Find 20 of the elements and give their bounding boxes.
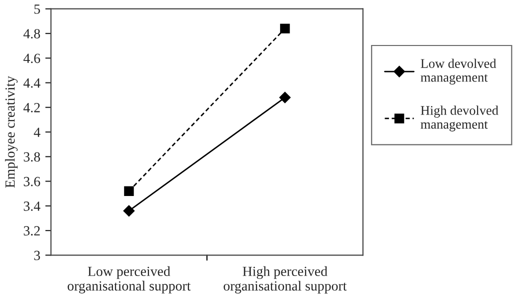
legend-label: Low devolved management: [420, 58, 496, 84]
point: [124, 186, 134, 196]
y-tick-label: 5: [34, 4, 40, 14]
y-tick-label: 3.2: [24, 226, 40, 236]
y-tick-label: 3.8: [24, 152, 40, 162]
point: [280, 24, 290, 34]
y-tick-label: 4.6: [23, 54, 40, 64]
y-tick-label: 4.2: [23, 103, 40, 112]
y-tick-label: 4.8: [23, 29, 40, 38]
legend-label: High devolved management: [420, 106, 498, 132]
point: [123, 205, 135, 216]
y-tick-label: 3: [34, 250, 40, 260]
x-tick-label: High perceived organisational support: [224, 266, 347, 294]
y-tick-label: 3.4: [24, 202, 40, 211]
x-tick-label: Low perceived organisational support: [68, 266, 191, 294]
y-tick-label: 3.6: [24, 176, 40, 186]
point: [279, 92, 291, 104]
y-tick-label: 4.4: [23, 78, 40, 88]
y-axis-title: Employee creativity: [4, 76, 18, 188]
y-tick-label: 4: [34, 128, 40, 137]
